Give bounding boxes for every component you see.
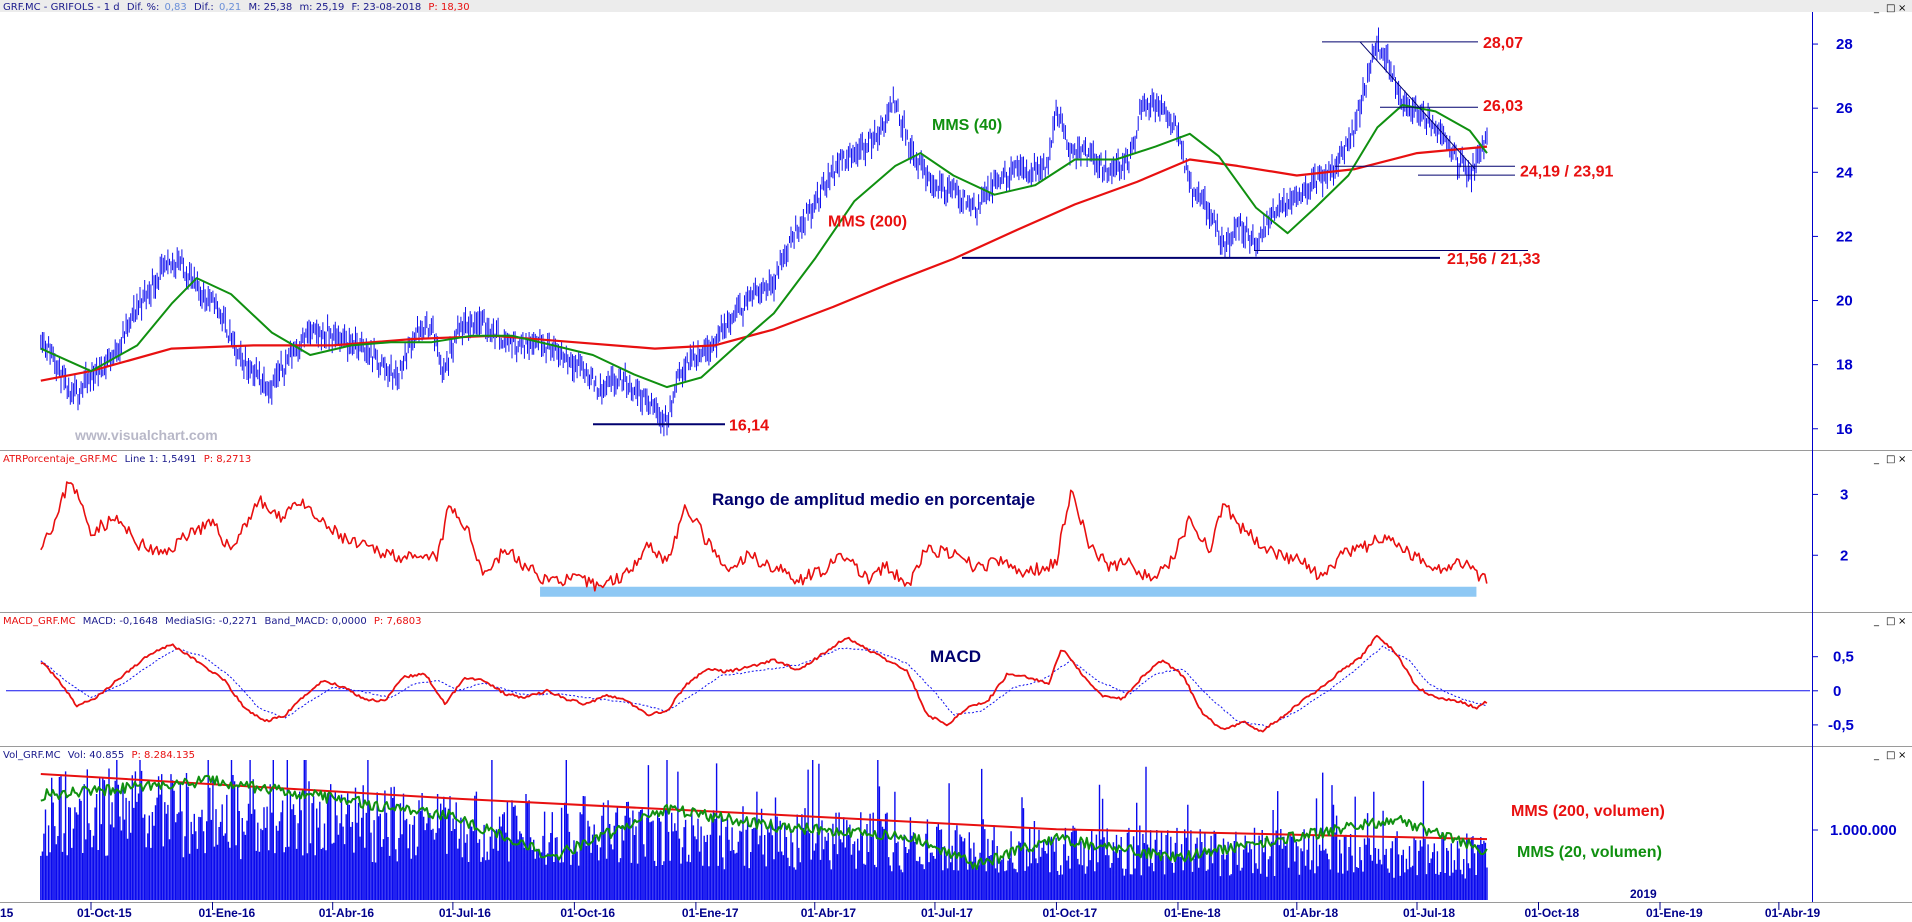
high-label: 28,07	[1483, 35, 1523, 52]
atr-line	[40, 481, 1488, 592]
price-header: GRF.MC - GRIFOLS - 1 d Dif. %: 0,83 Dif.…	[3, 2, 470, 13]
price-y-tick: 24	[1836, 164, 1853, 181]
vol-mms200-label: MMS (200, volumen)	[1511, 803, 1665, 820]
maximize-icon[interactable]: □	[1886, 3, 1895, 14]
close-icon[interactable]: ×	[1898, 616, 1906, 627]
x-tick-stub: 15	[0, 906, 14, 920]
vol-y-tick: 1.000.000	[1830, 822, 1897, 839]
atr-y-tick: 2	[1840, 547, 1848, 564]
x-tick-label: 01-Oct-16	[560, 906, 615, 920]
x-tick-label: 01-Jul-16	[439, 906, 491, 920]
macd-y-tick: -0,5	[1828, 717, 1854, 734]
macd-y-tick: 0	[1833, 683, 1841, 700]
maximize-icon[interactable]: □	[1886, 616, 1895, 627]
vol-mms20-label: MMS (20, volumen)	[1517, 844, 1662, 861]
price-window-controls[interactable]: _ □ ×	[1873, 3, 1906, 14]
macd-header: MACD_GRF.MC MACD: -0,1648 MediaSIG: -0,2…	[3, 616, 421, 627]
mms40-label: MMS (40)	[932, 117, 1002, 134]
x-tick-label: 01-Jul-17	[921, 906, 973, 920]
atr-low-zone	[540, 586, 1477, 597]
macd-line	[40, 634, 1488, 733]
macd-panel	[6, 634, 1810, 733]
vol-mms20-line	[40, 774, 1488, 871]
volume-bars	[40, 760, 1488, 900]
price-y-tick: 26	[1836, 100, 1853, 117]
x-tick-label: 01-Jul-18	[1403, 906, 1455, 920]
price-y-tick: 18	[1836, 357, 1853, 374]
minimize-icon[interactable]: _	[1873, 454, 1880, 465]
x-tick-label: 01-Ene-19	[1646, 906, 1703, 920]
minimize-icon[interactable]: _	[1873, 750, 1880, 761]
volume-panel	[40, 760, 1488, 900]
x-tick-label: 01-Abr-17	[801, 906, 857, 920]
close-icon[interactable]: ×	[1898, 454, 1906, 465]
mms200-line	[40, 145, 1488, 382]
atr-y-tick: 3	[1840, 486, 1848, 503]
maximize-icon[interactable]: □	[1886, 454, 1895, 465]
support-far-label: 21,56 / 21,33	[1447, 251, 1541, 268]
atr-title: Rango de amplitud medio en porcentaje	[712, 490, 1035, 509]
close-icon[interactable]: ×	[1898, 3, 1906, 14]
atr-panel	[40, 481, 1488, 597]
atr-window-controls[interactable]: _ □ ×	[1873, 454, 1906, 465]
year-marker: 2019	[1630, 887, 1657, 901]
x-tick-label: 01-Abr-16	[319, 906, 375, 920]
price-y-tick: 20	[1836, 293, 1853, 310]
support-near-label: 24,19 / 23,91	[1520, 164, 1614, 181]
minimize-icon[interactable]: _	[1873, 3, 1880, 14]
x-tick-label: 01-Ene-18	[1164, 906, 1221, 920]
x-tick-label: 01-Ene-16	[199, 906, 256, 920]
macd-window-controls[interactable]: _ □ ×	[1873, 616, 1906, 627]
price-y-tick: 28	[1836, 36, 1853, 53]
macd-y-tick: 0,5	[1833, 649, 1854, 666]
panel-frames	[0, 0, 1912, 903]
price-y-tick: 16	[1836, 421, 1853, 438]
maximize-icon[interactable]: □	[1886, 750, 1895, 761]
trend-line	[1359, 41, 1476, 170]
watermark: www.visualchart.com	[74, 427, 218, 443]
mms200-label: MMS (200)	[828, 213, 907, 230]
x-tick-label: 01-Oct-17	[1042, 906, 1097, 920]
price-panel: 28,07 26,03 24,19 / 23,91 21,56 / 21,33 16,1…	[40, 27, 1614, 437]
resistance-label: 26,03	[1483, 98, 1523, 115]
atr-header: ATRPorcentaje_GRF.MC Line 1: 1,5491 P: 8…	[3, 454, 251, 465]
macd-title: MACD	[930, 647, 981, 666]
x-tick-label: 01-Abr-19	[1765, 906, 1821, 920]
mms40-line	[40, 104, 1488, 389]
close-icon[interactable]: ×	[1898, 750, 1906, 761]
minimize-icon[interactable]: _	[1873, 616, 1880, 627]
macd-signal-line	[40, 645, 1488, 728]
volume-window-controls[interactable]: _ □ ×	[1873, 750, 1906, 761]
x-tick-label: 01-Ene-17	[682, 906, 739, 920]
x-tick-label: 01-Oct-15	[77, 906, 132, 920]
price-y-tick: 22	[1836, 228, 1853, 245]
x-tick-label: 01-Oct-18	[1525, 906, 1580, 920]
axes: 16 18 20 22 24 26 28 2 3 0,5 0 -0,5 1.000.000 01-Oct-…	[77, 36, 1897, 920]
price-bars	[40, 27, 1488, 437]
x-tick-label: 01-Abr-18	[1283, 906, 1339, 920]
low-label: 16,14	[729, 417, 769, 434]
volume-header: Vol_GRF.MC Vol: 40.855 P: 8.284.135	[3, 750, 195, 761]
